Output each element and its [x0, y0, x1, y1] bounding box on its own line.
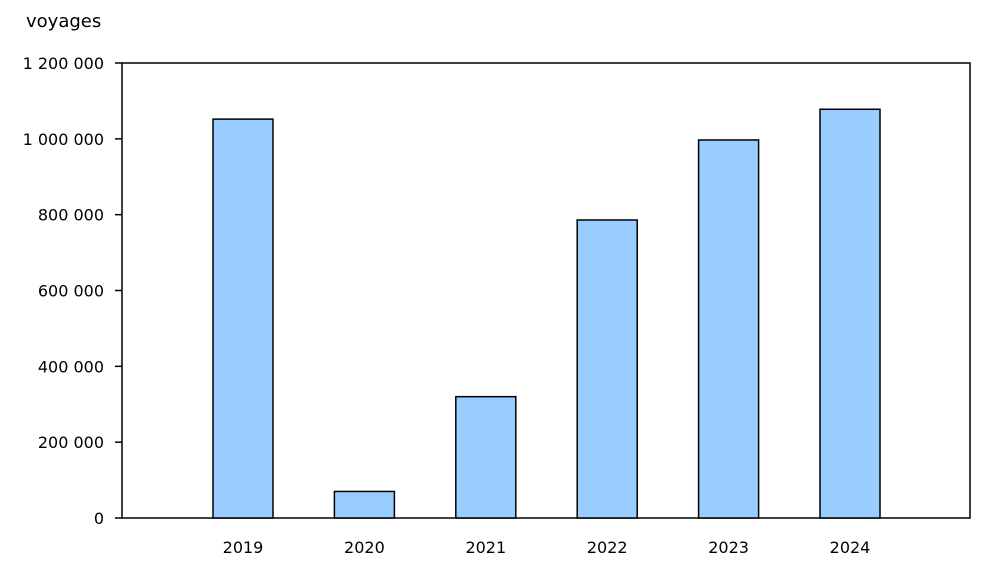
y-tick-label: 1 200 000 [23, 54, 104, 73]
y-tick-label: 800 000 [38, 206, 104, 225]
bar-2019 [212, 118, 274, 519]
bar-2023 [697, 139, 760, 519]
y-tick-label: 0 [94, 509, 104, 528]
bar-2022 [576, 219, 638, 519]
x-tick-label: 2019 [223, 538, 264, 557]
x-tick-label: 2020 [344, 538, 385, 557]
y-tick-label: 400 000 [38, 357, 104, 376]
x-tick-label: 2024 [830, 538, 871, 557]
bars [212, 108, 881, 519]
bar-2021 [455, 395, 517, 519]
y-axis: 0 200 000 400 000 600 000 800 000 1 000 000 1 … [23, 54, 122, 528]
y-axis-label: voyages [26, 11, 101, 32]
bar-2024 [819, 108, 881, 519]
bar-2020 [333, 490, 396, 519]
y-tick-label: 200 000 [38, 433, 104, 452]
x-tick-label: 2022 [587, 538, 628, 557]
x-tick-label: 2023 [708, 538, 749, 557]
x-tick-label: 2021 [465, 538, 506, 557]
y-tick-label: 600 000 [38, 282, 104, 301]
y-tick-label: 1 000 000 [23, 130, 104, 149]
x-axis: 2019 2020 2021 2022 2023 2024 [223, 538, 871, 557]
